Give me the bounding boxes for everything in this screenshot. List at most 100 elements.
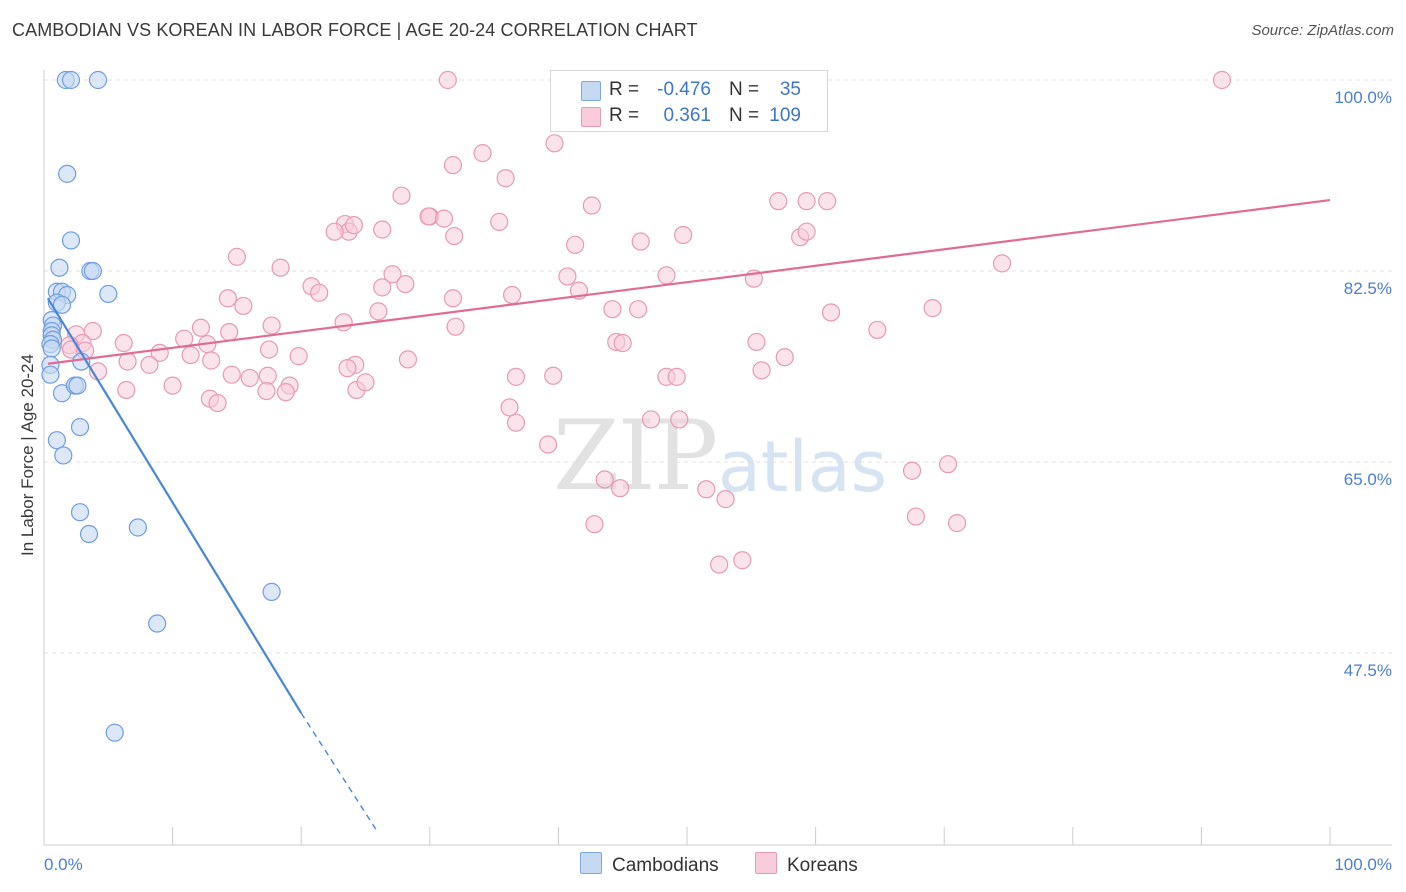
korean-point [775,348,794,367]
correlation-legend: R = -0.476 N = 35 R = 0.361 N = 109 [550,70,828,132]
korean-point [118,352,137,371]
cambodian-point [58,164,77,183]
korean-point [613,333,632,353]
korean-point [769,192,788,211]
x-tick-label: 0.0% [44,855,83,874]
korean-point [373,278,392,297]
cambodian-point [128,518,147,537]
korean-point [181,345,200,365]
cambodian-point [83,261,102,281]
cambodian-point [42,339,61,358]
korean-point [670,410,689,429]
cambodian-point [61,231,81,250]
bottom-cambodians-swatch [580,852,602,874]
x-tick-label: 100.0% [1334,855,1392,874]
korean-point [545,134,564,153]
watermark-zip: ZIP [553,400,718,512]
cambodian-point [70,503,90,522]
korean-point [906,507,926,526]
korean-point [558,267,577,286]
korean-point [438,70,457,90]
cambodians-n-value: 35 [779,79,801,100]
korean-point [117,380,136,400]
korean-point [257,381,276,401]
korean-point [396,274,415,294]
cambodians-series [41,70,281,742]
korean-point [310,283,329,302]
cambodians-n-label: N = [729,79,760,100]
koreans-trend-line [47,198,1331,365]
koreans-r-value: 0.361 [663,105,711,126]
korean-point [271,258,290,277]
korean-point [566,235,585,254]
koreans-series [60,70,1232,574]
korean-point [582,196,601,215]
korean-point [947,514,967,533]
cambodian-point [68,376,87,395]
cambodian-point [262,582,281,601]
korean-point [629,300,648,319]
korean-point [733,551,752,570]
korean-point [369,302,388,321]
korean-point [1212,70,1232,90]
korean-point [398,350,418,369]
korean-point [611,479,630,498]
korean-point [585,515,604,534]
korean-point [140,355,159,374]
watermark-atlas: atlas [718,426,888,508]
cambodian-point [70,417,90,437]
cambodians-swatch [581,81,601,101]
korean-point [240,368,259,388]
korean-point [191,318,210,337]
cambodian-point [61,70,81,90]
cambodians-trend-line [46,297,303,714]
korean-point [923,299,942,318]
korean-point [262,316,281,335]
cambodian-point [105,723,124,742]
cambodians-r-label: R = [609,79,640,100]
korean-point [434,209,454,228]
korean-point [344,216,364,235]
korean-point [868,320,887,340]
korean-point [289,347,308,366]
korean-point [797,192,816,211]
korean-point [641,410,661,429]
korean-point [234,296,253,316]
korean-point [218,289,237,308]
korean-point [506,413,526,432]
korean-point [503,285,522,305]
korean-point [334,313,353,332]
korean-point [716,490,735,509]
korean-point [163,376,182,395]
korean-point [383,265,402,284]
korean-point [227,247,246,266]
korean-point [356,373,375,392]
cambodian-point [148,614,167,633]
korean-point [114,333,133,353]
korean-point [992,254,1012,273]
korean-point [258,366,277,385]
cambodian-point [47,431,66,450]
cambodian-point [52,295,72,314]
cambodian-point [50,258,69,277]
korean-point [338,359,357,378]
korean-point [445,226,464,246]
cambodian-point [41,365,60,384]
axes [43,70,1392,846]
y-tick-label: 100.0% [1334,88,1392,107]
korean-point [595,470,614,489]
cambodians-trend-extension [300,712,379,834]
korean-point [373,220,392,239]
korean-point [697,480,716,499]
korean-point [220,323,239,342]
y-tick-label: 65.0% [1344,470,1392,489]
korean-point [208,393,227,413]
korean-point [752,361,771,380]
chart-title: CAMBODIAN VS KOREAN IN LABOR FORCE | AGE… [12,20,698,40]
legend-row-koreans: R = 0.361 N = 109 [551,103,827,131]
korean-point [202,351,221,370]
cambodian-point [99,284,118,304]
bottom-koreans-swatch [755,852,777,874]
cambodians-r-value: -0.476 [657,79,711,100]
